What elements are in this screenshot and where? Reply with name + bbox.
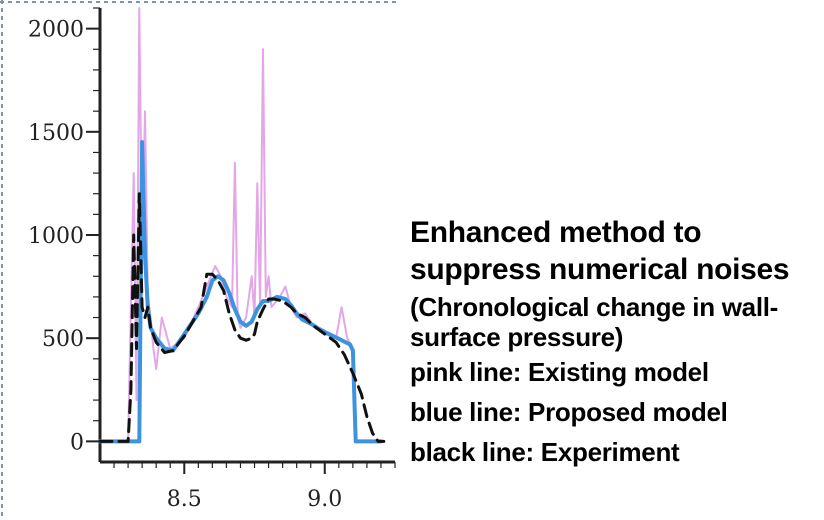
legend-experiment: black line: Experiment bbox=[410, 437, 680, 467]
legend-existing-model: pink line: Existing model bbox=[410, 357, 709, 387]
chart-caption: Enhanced method to suppress numerical no… bbox=[410, 214, 820, 472]
legend-proposed-model: blue line: Proposed model bbox=[410, 397, 728, 427]
y-tick-label: 2000 bbox=[28, 18, 84, 43]
y-tick-label: 1500 bbox=[28, 121, 84, 146]
series-proposed-model-line bbox=[98, 140, 383, 444]
series-experiment-line bbox=[98, 192, 386, 443]
y-tick-label: 0 bbox=[70, 430, 84, 455]
y-tick-label: 500 bbox=[42, 327, 84, 352]
chart-ticks: 0 500 1000 1500 2000 8.5 9.0 bbox=[28, 7, 396, 512]
x-tick-label: 8.5 bbox=[167, 487, 202, 512]
y-tick-label: 1000 bbox=[28, 224, 84, 249]
caption-title: Enhanced method to suppress numerical no… bbox=[410, 216, 790, 286]
caption-subtitle: (Chronological change in wall-surface pr… bbox=[410, 292, 779, 352]
x-tick-label: 9.0 bbox=[307, 487, 342, 512]
chart-series bbox=[98, 7, 386, 444]
